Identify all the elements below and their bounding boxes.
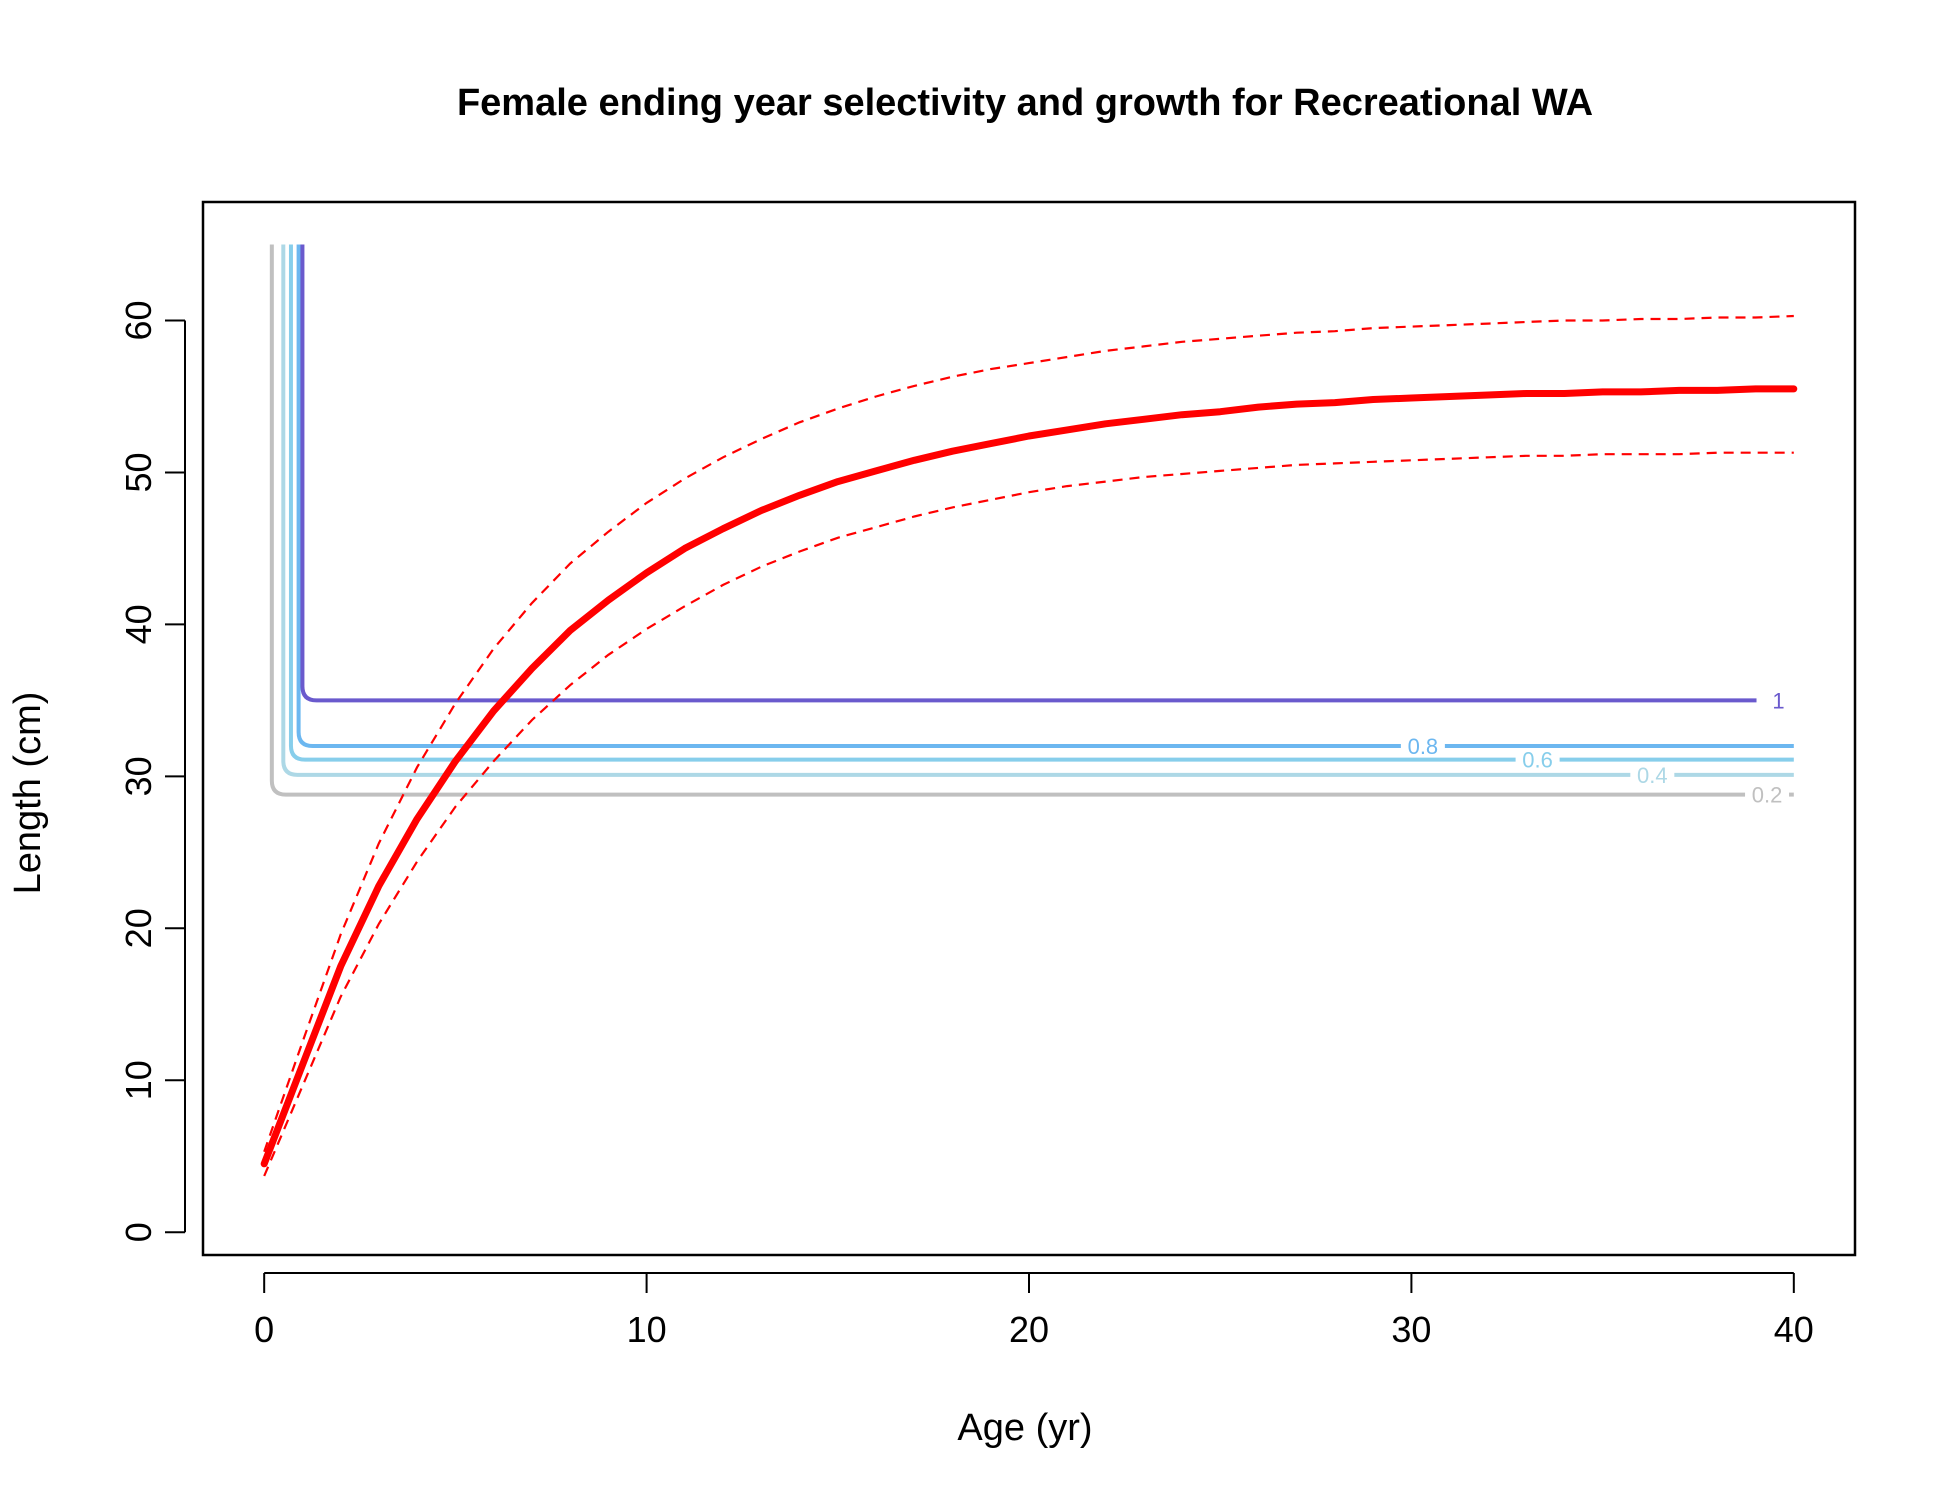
contour-label-0.2: 0.2 (1752, 783, 1783, 808)
y-axis-title: Length (cm) (7, 692, 49, 895)
y-tick-label-1: 10 (118, 1060, 159, 1100)
y-tick-label-0: 0 (118, 1222, 159, 1242)
growth-mean-curve (260, 385, 1798, 1168)
y-tick-label-6: 60 (118, 300, 159, 340)
x-tick-label-1: 10 (627, 1309, 667, 1350)
contour-line-0.4 (281, 244, 1631, 777)
growth-lower-interval (263, 451, 1794, 1177)
contour-line-0.2 (269, 244, 1746, 797)
x-axis: 0 10 20 30 40 (254, 1272, 1814, 1350)
x-tick-label-2: 20 (1009, 1309, 1049, 1350)
growth-upper-interval (263, 314, 1794, 1153)
y-tick-label-3: 30 (118, 756, 159, 796)
selectivity-contours: 0.2 0.4 0.6 0.8 1 (269, 244, 1794, 808)
contour-label-0.8: 0.8 (1408, 734, 1439, 759)
y-tick-label-2: 20 (118, 908, 159, 948)
contour-line-1 (300, 244, 1757, 703)
x-tick-label-3: 30 (1391, 1309, 1431, 1350)
contour-label-0.4: 0.4 (1637, 763, 1668, 788)
chart-title: Female ending year selectivity and growt… (457, 82, 1593, 124)
contour-label-1: 1 (1772, 688, 1784, 713)
growth-curves (260, 314, 1798, 1177)
contour-line-0.8 (296, 244, 1401, 748)
x-tick-label-0: 0 (254, 1309, 274, 1350)
y-tick-label-5: 50 (118, 452, 159, 492)
y-axis: 0 10 20 30 40 50 60 (118, 300, 186, 1242)
contour-label-0.6: 0.6 (1522, 748, 1553, 773)
x-axis-title: Age (yr) (957, 1407, 1092, 1449)
plot-frame (201, 200, 1857, 1257)
y-tick-label-4: 40 (118, 604, 159, 644)
x-tick-label-4: 40 (1774, 1309, 1814, 1350)
contour-line-0.6 (288, 244, 1516, 762)
